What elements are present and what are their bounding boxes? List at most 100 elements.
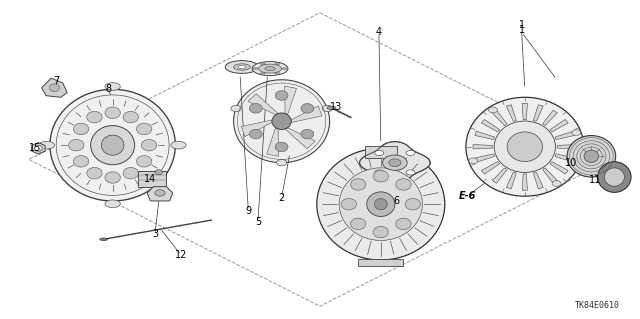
Text: 1: 1 <box>518 25 525 35</box>
Ellipse shape <box>405 198 420 210</box>
Ellipse shape <box>101 135 124 155</box>
Polygon shape <box>522 174 527 190</box>
Polygon shape <box>475 154 495 162</box>
Ellipse shape <box>250 129 262 139</box>
Ellipse shape <box>375 150 384 155</box>
Polygon shape <box>555 154 575 162</box>
Ellipse shape <box>494 121 556 173</box>
Polygon shape <box>147 187 173 201</box>
Polygon shape <box>522 103 527 120</box>
Polygon shape <box>248 94 278 115</box>
Polygon shape <box>557 145 577 149</box>
Ellipse shape <box>100 238 108 241</box>
Ellipse shape <box>250 104 262 113</box>
Ellipse shape <box>598 162 631 192</box>
Ellipse shape <box>56 95 169 195</box>
Ellipse shape <box>351 218 366 230</box>
Ellipse shape <box>272 113 291 130</box>
Polygon shape <box>360 142 430 184</box>
Polygon shape <box>543 168 557 183</box>
Ellipse shape <box>388 159 401 167</box>
Ellipse shape <box>282 68 287 70</box>
Ellipse shape <box>341 198 356 210</box>
Polygon shape <box>506 105 516 121</box>
Ellipse shape <box>260 63 265 64</box>
Ellipse shape <box>87 167 102 179</box>
Ellipse shape <box>375 170 384 175</box>
Ellipse shape <box>383 155 407 170</box>
Ellipse shape <box>35 145 42 151</box>
Ellipse shape <box>259 64 282 73</box>
Ellipse shape <box>396 179 411 190</box>
Ellipse shape <box>604 168 625 186</box>
Ellipse shape <box>74 156 89 167</box>
Polygon shape <box>506 172 516 189</box>
Ellipse shape <box>567 136 616 177</box>
Text: 3: 3 <box>152 229 158 240</box>
Ellipse shape <box>406 150 415 155</box>
Ellipse shape <box>406 170 415 175</box>
Ellipse shape <box>234 64 250 70</box>
Ellipse shape <box>105 107 120 118</box>
Ellipse shape <box>552 181 561 186</box>
Ellipse shape <box>136 156 152 167</box>
Ellipse shape <box>327 106 336 109</box>
Ellipse shape <box>276 160 287 166</box>
Ellipse shape <box>507 132 543 161</box>
Ellipse shape <box>301 129 314 139</box>
Ellipse shape <box>317 148 445 260</box>
Ellipse shape <box>584 150 598 163</box>
Ellipse shape <box>253 68 258 70</box>
Ellipse shape <box>275 142 288 152</box>
Text: 11: 11 <box>589 175 602 185</box>
Ellipse shape <box>155 190 165 196</box>
Ellipse shape <box>374 198 387 210</box>
Polygon shape <box>285 128 316 149</box>
Ellipse shape <box>275 91 288 100</box>
Ellipse shape <box>301 104 314 113</box>
Text: 8: 8 <box>106 84 112 94</box>
Ellipse shape <box>155 170 163 175</box>
Ellipse shape <box>367 192 395 217</box>
Ellipse shape <box>396 218 411 230</box>
FancyBboxPatch shape <box>138 171 166 187</box>
Text: 7: 7 <box>53 76 60 86</box>
Ellipse shape <box>275 73 280 75</box>
Polygon shape <box>475 131 495 140</box>
Text: 12: 12 <box>175 250 188 260</box>
Polygon shape <box>492 168 507 183</box>
Polygon shape <box>550 162 568 174</box>
Text: 14: 14 <box>144 174 157 184</box>
Polygon shape <box>481 162 500 174</box>
Polygon shape <box>42 78 67 97</box>
Ellipse shape <box>105 172 120 183</box>
Ellipse shape <box>123 167 138 179</box>
Polygon shape <box>267 128 278 156</box>
Ellipse shape <box>339 168 422 241</box>
Polygon shape <box>533 105 543 121</box>
Polygon shape <box>550 119 568 132</box>
Ellipse shape <box>234 80 330 163</box>
Ellipse shape <box>171 141 186 149</box>
Ellipse shape <box>123 111 138 123</box>
Ellipse shape <box>39 141 54 149</box>
FancyBboxPatch shape <box>358 259 403 266</box>
Ellipse shape <box>469 158 478 164</box>
Polygon shape <box>241 120 272 137</box>
Ellipse shape <box>91 126 134 165</box>
Ellipse shape <box>373 170 388 182</box>
Text: 5: 5 <box>255 217 261 227</box>
Polygon shape <box>481 119 500 132</box>
FancyBboxPatch shape <box>365 145 397 159</box>
Ellipse shape <box>68 139 84 151</box>
Ellipse shape <box>87 111 102 123</box>
Polygon shape <box>32 143 45 154</box>
Ellipse shape <box>105 83 120 90</box>
Text: 10: 10 <box>564 158 577 168</box>
Polygon shape <box>555 131 575 140</box>
Ellipse shape <box>105 200 120 208</box>
Ellipse shape <box>260 73 265 75</box>
Ellipse shape <box>488 107 497 113</box>
Ellipse shape <box>225 61 259 73</box>
Ellipse shape <box>275 63 280 64</box>
